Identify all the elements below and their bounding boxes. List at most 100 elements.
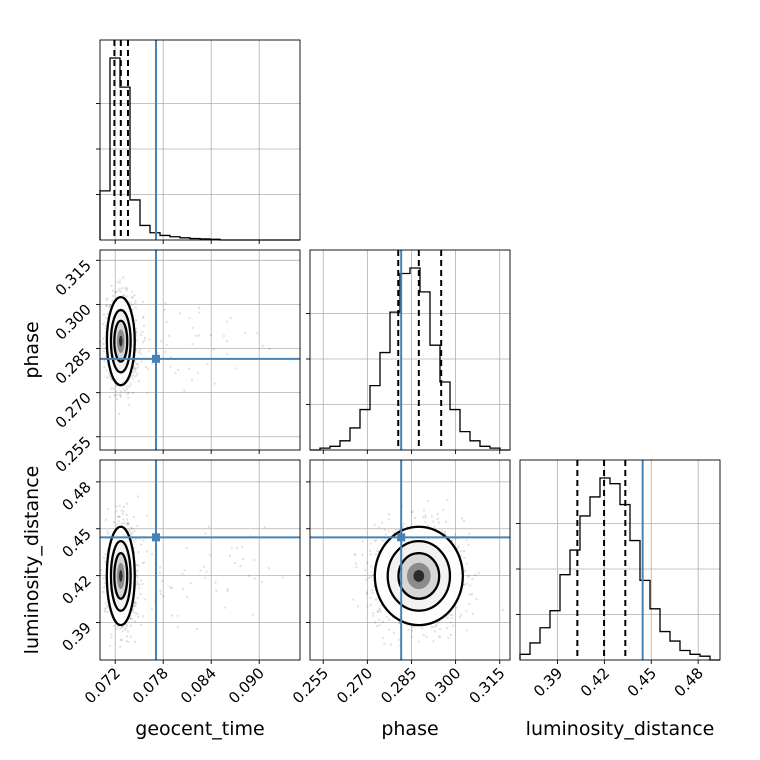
sample-point <box>121 513 124 516</box>
sample-point <box>377 550 380 553</box>
sample-point <box>384 540 387 543</box>
sample-point <box>422 634 425 637</box>
sample-point <box>104 347 107 350</box>
sample-point <box>467 574 470 577</box>
sample-point <box>236 546 238 549</box>
sample-point <box>129 383 132 386</box>
sample-point <box>126 295 129 298</box>
sample-point <box>142 315 145 318</box>
sample-point <box>131 303 134 306</box>
sample-point <box>133 540 136 543</box>
sample-point <box>123 521 126 524</box>
sample-point <box>139 352 142 355</box>
sample-point <box>125 624 128 627</box>
sample-point <box>214 581 217 584</box>
sample-point <box>142 324 145 327</box>
sample-point <box>449 621 452 624</box>
sample-point <box>115 393 118 396</box>
sample-point <box>140 360 143 363</box>
sample-point <box>106 610 109 613</box>
sample-point <box>102 556 105 559</box>
sample-point <box>449 614 452 617</box>
sample-point <box>191 378 193 381</box>
sample-point <box>392 531 395 534</box>
sample-point <box>134 612 137 615</box>
sample-point <box>375 553 377 556</box>
sample-point <box>134 604 137 607</box>
x-axis-label-phase: phase <box>381 718 438 740</box>
sample-point <box>126 635 129 638</box>
sample-point <box>132 366 135 369</box>
marks-layer <box>99 40 720 661</box>
sample-point <box>381 539 384 542</box>
sample-point <box>179 312 182 315</box>
sample-point <box>105 607 108 610</box>
sample-point <box>368 577 370 579</box>
sample-point <box>132 605 135 608</box>
sample-point <box>138 587 141 590</box>
sample-point <box>401 526 404 529</box>
sample-point <box>135 349 138 352</box>
sample-point <box>234 562 237 564</box>
sample-point <box>107 508 110 510</box>
sample-point <box>123 294 126 297</box>
sample-point <box>116 398 118 401</box>
sample-point <box>369 565 372 568</box>
sample-point <box>108 371 111 374</box>
sample-point <box>134 370 137 373</box>
sample-point <box>105 518 107 521</box>
sample-point <box>381 521 384 524</box>
sample-point <box>241 545 244 548</box>
sample-point <box>207 525 210 528</box>
sample-point <box>444 530 446 533</box>
xtick-label-luminosity_distance-1: 0.42 <box>577 664 613 700</box>
panel-frame-geocent_time <box>99 39 301 241</box>
sample-point <box>150 608 153 611</box>
sample-point <box>122 294 125 297</box>
sample-point <box>260 580 263 583</box>
sample-point <box>477 571 480 574</box>
sample-point <box>118 515 121 518</box>
sample-point <box>130 538 133 541</box>
sample-point <box>104 553 107 556</box>
sample-point <box>376 610 379 612</box>
sample-point <box>104 602 107 605</box>
sample-point <box>176 626 179 629</box>
sample-point <box>460 613 463 616</box>
sample-point <box>140 333 143 336</box>
sample-point <box>105 369 108 372</box>
sample-point <box>127 396 130 399</box>
sample-point <box>105 324 108 327</box>
sample-point <box>140 543 142 546</box>
sample-point <box>103 608 106 610</box>
x-axis-label-luminosity_distance: luminosity_distance <box>526 718 715 740</box>
sample-point <box>132 377 135 380</box>
sample-point <box>372 574 375 577</box>
sample-point <box>463 550 466 552</box>
sample-point <box>378 607 381 610</box>
sample-point <box>459 554 462 557</box>
sample-point <box>121 625 124 628</box>
sample-point <box>457 545 460 548</box>
sample-point <box>197 334 200 337</box>
sample-point <box>370 576 373 579</box>
sample-point <box>411 629 414 632</box>
sample-point <box>432 625 435 628</box>
sample-point <box>455 537 458 540</box>
sample-point <box>125 514 128 516</box>
sample-point <box>141 583 144 586</box>
sample-point <box>379 610 382 613</box>
sample-point <box>100 569 103 572</box>
sample-point <box>354 554 357 557</box>
sample-point <box>135 319 138 322</box>
sample-point <box>502 608 504 611</box>
ytick-label-phase-3: 0.300 <box>52 301 95 344</box>
sample-point <box>120 395 122 398</box>
sample-point <box>124 286 127 289</box>
sample-point <box>468 532 471 535</box>
sample-point <box>450 539 453 542</box>
sample-point <box>281 576 284 579</box>
sample-point <box>451 613 454 616</box>
sample-point <box>388 518 390 521</box>
sample-point <box>439 636 442 639</box>
